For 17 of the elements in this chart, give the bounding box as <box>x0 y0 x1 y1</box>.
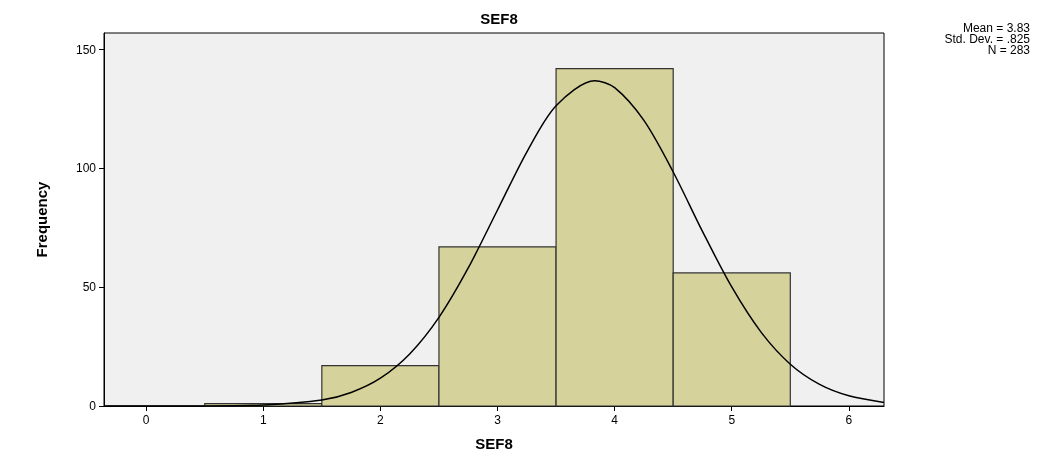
x-tick-label: 1 <box>259 413 267 427</box>
x-tick-label: 2 <box>377 413 385 427</box>
x-tick-label: 6 <box>845 413 853 427</box>
y-tick-label: 0 <box>89 399 97 413</box>
y-tick-label: 150 <box>75 42 97 57</box>
text: Std. Dev. = .825 <box>944 32 1031 46</box>
x-axis-title: SEF8 <box>475 435 513 452</box>
x-tick-label: 0 <box>142 413 150 427</box>
text: Mean = 3.83 <box>962 21 1031 35</box>
y-axis-title: Frequency <box>33 180 50 258</box>
text: N = 283 <box>987 43 1031 57</box>
x-tick-label: 4 <box>611 413 619 427</box>
y-tick-label: 100 <box>75 161 97 176</box>
chart-title: SEF8 <box>480 10 518 27</box>
x-tick-label: 5 <box>728 413 736 427</box>
y-tick-label: 50 <box>82 280 97 295</box>
x-tick-label: 3 <box>494 413 502 427</box>
